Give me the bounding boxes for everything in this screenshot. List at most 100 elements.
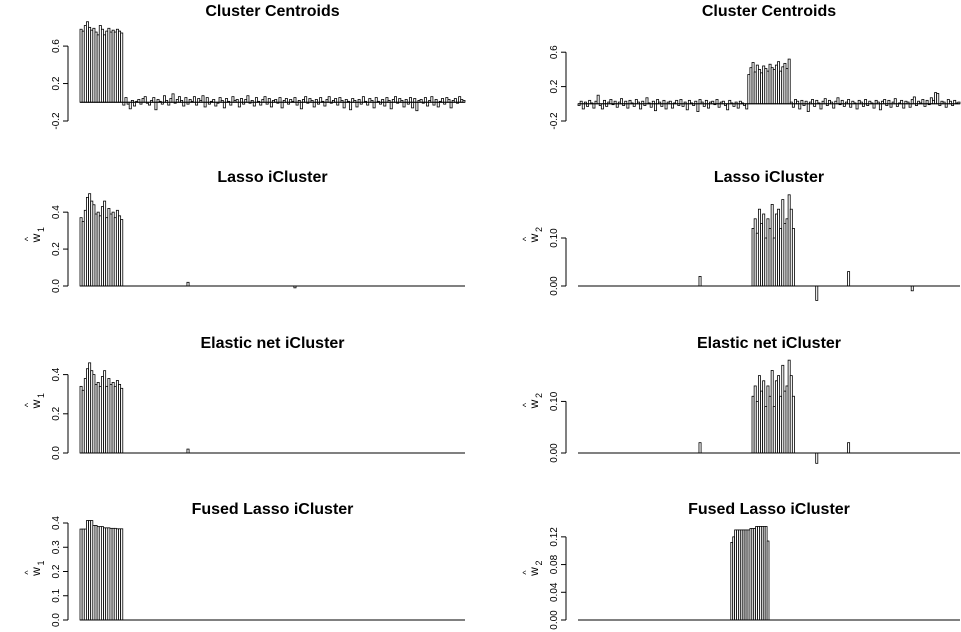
bar [342,101,346,109]
bar [654,103,657,112]
bar [791,227,795,287]
bar [883,99,887,105]
y-tick-label: 0.4 [51,205,62,219]
bar [902,103,906,109]
bar [685,103,689,111]
bar [596,94,600,105]
bar [615,103,619,108]
bar [436,101,440,108]
bar [246,95,250,103]
bar [910,285,914,292]
bar [664,103,668,110]
y-axis-label-sub: 1 [36,393,46,398]
panel-title: Lasso iCluster [217,169,327,186]
y-tick-label: 0.10 [549,228,560,248]
bar [120,528,124,621]
panel-elastic-net-2: Elastic net iCluster 0.00 0.10 ^w2 [521,335,960,464]
bar [267,98,271,103]
bar [800,99,804,105]
panel-title: Fused Lasso iCluster [192,501,354,518]
bar [240,98,243,103]
y-tick-label: 0.0 [51,446,62,460]
bar [453,98,457,103]
bar [349,101,353,111]
y-tick-label: 0.0 [51,613,62,627]
bar [252,101,256,107]
y-tick-label: 0.0 [51,279,62,293]
bar [415,101,419,112]
y-tick-label: 0.1 [51,588,62,602]
bar [293,97,297,103]
bar [186,281,190,287]
bar [787,58,791,105]
panel-cluster-centroids-2: Cluster Centroids -0.2 0.2 0.6 [549,3,961,130]
y-tick-label: 0.2 [51,406,62,420]
bar [323,101,327,107]
y-axis-label: ^w2 [521,393,544,409]
bar [120,32,124,103]
y-axis-label-w: w [29,233,43,243]
panel-title: Cluster Centroids [205,3,339,20]
bar [704,99,708,105]
y-axis-label-w: w [527,233,541,243]
bar [154,101,158,111]
panel-fused-lasso-2: Fused Lasso iCluster 0.00 0.04 0.08 0.12 ^w 2 [521,501,960,630]
y-tick-label: 0.4 [51,367,62,381]
panel-title: Elastic net iCluster [200,335,344,352]
y-tick-label: 0.3 [51,540,62,554]
bar [184,97,188,103]
bar [649,103,653,108]
bar [124,97,128,103]
y-axis-label: ^w1 [23,227,46,243]
y-tick-label: 0.2 [549,79,560,93]
y-tick-label: 0.2 [51,76,62,90]
bar [237,101,241,108]
bar [304,96,308,103]
bar [408,97,412,103]
bar [203,101,207,108]
panel-cluster-centroids-1: Cluster Centroids -0.2 0.2 0.6 [51,3,466,130]
bar [847,442,851,454]
bar [426,101,430,107]
bar [327,96,331,103]
bar [394,96,397,103]
bar [355,101,359,108]
bar [855,103,859,110]
y-tick-label: 0.2 [51,564,62,578]
bar [372,101,376,109]
y-tick-label: 0.6 [51,39,62,53]
bar [581,103,585,110]
bar [600,103,604,110]
bar [707,103,710,109]
y-axis-label-sub: 2 [534,560,544,565]
bar [383,101,387,107]
bar [626,103,630,109]
bar [925,99,929,105]
bar [887,99,891,105]
bar [912,96,916,105]
bar [889,103,893,108]
y-tick-label: 0.00 [549,610,560,630]
y-tick-label: 0.2 [51,242,62,256]
bar [205,97,209,103]
bar [698,442,702,454]
bar [878,103,882,111]
bar [815,452,819,464]
bar [143,96,147,103]
y-axis-label: ^w2 [521,560,544,576]
bar [269,101,273,108]
panel-title: Fused Lasso iCluster [688,501,850,518]
bar [715,99,719,105]
hat-icon: ^ [23,236,33,241]
y-axis-label-w: w [29,567,43,577]
y-axis-label: ^w1 [23,393,46,409]
bar [717,103,721,108]
hat-icon: ^ [23,570,33,575]
bar [284,98,288,103]
y-axis-label: ^w1 [23,560,46,576]
bar [182,101,186,107]
bar [791,103,795,108]
bar [120,387,124,454]
panel-title: Elastic net iCluster [697,335,841,352]
